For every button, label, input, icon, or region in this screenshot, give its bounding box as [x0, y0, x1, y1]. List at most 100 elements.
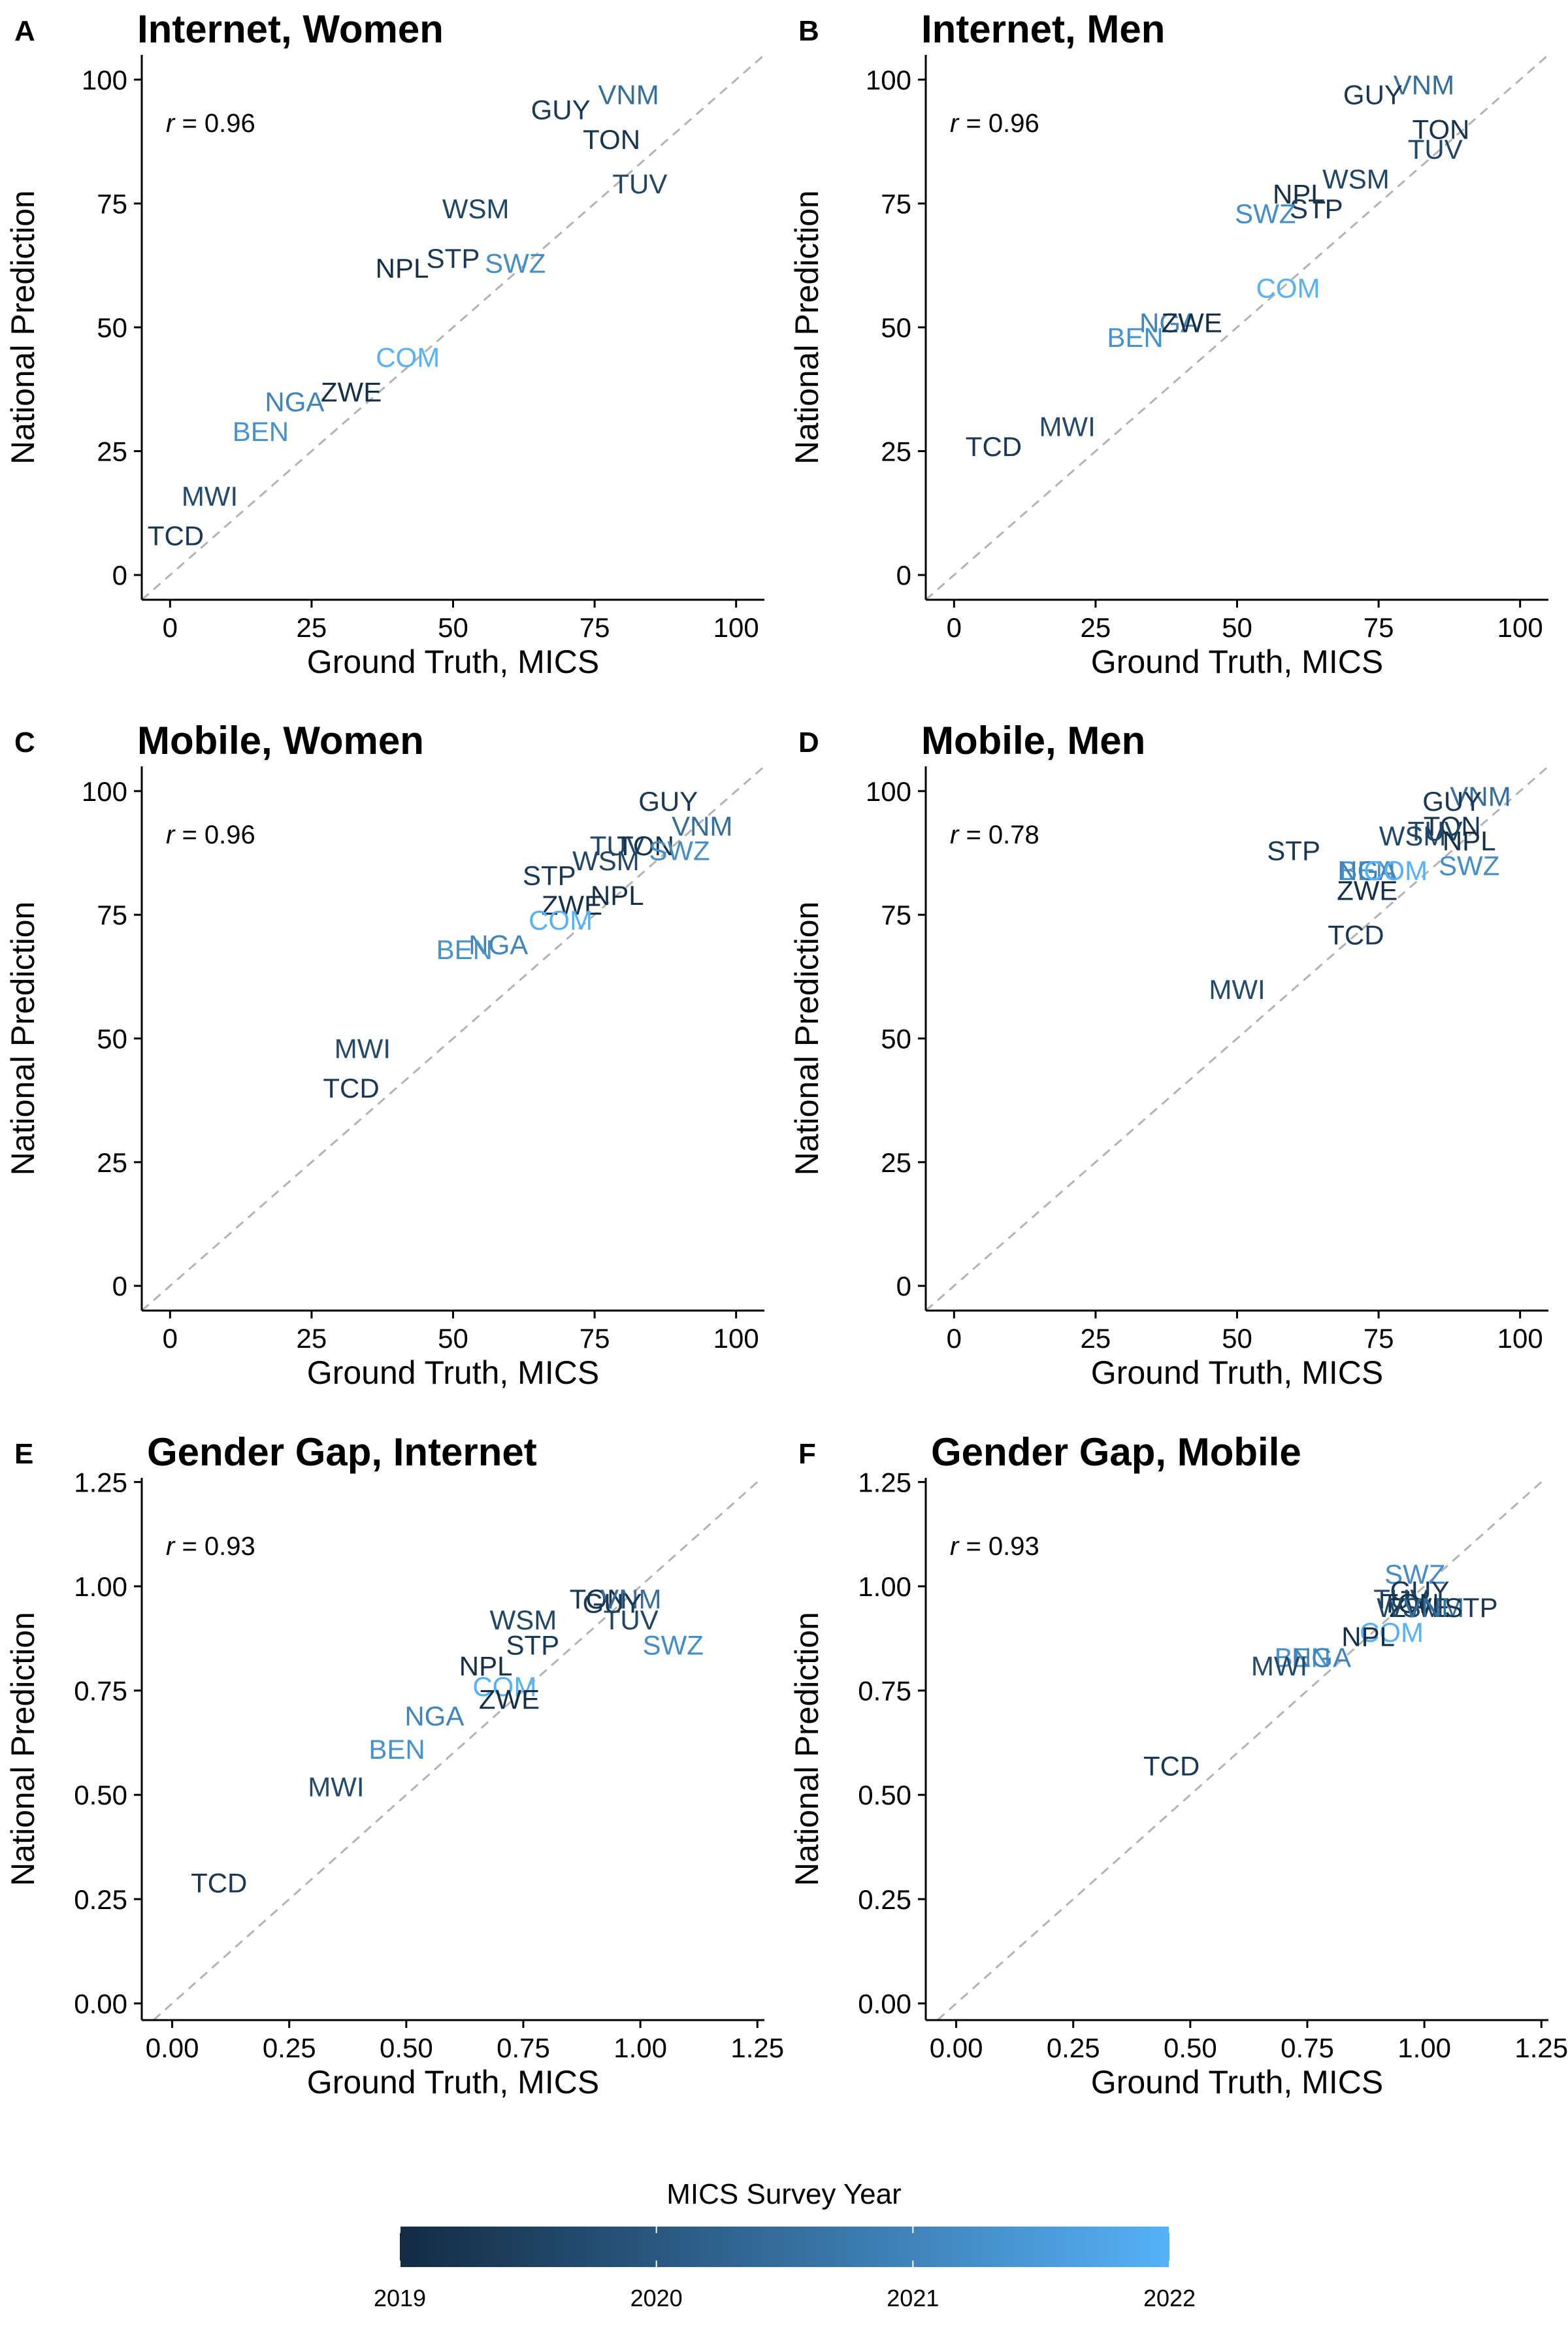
correlation-annotation: r = 0.93 — [166, 1532, 255, 1561]
x-tick-label: 25 — [297, 1323, 327, 1354]
y-axis-label: National Prediction — [5, 1612, 41, 1886]
panel-f: F Gender Gap, Mobile 0.00 0.25 0.50 0.75 1.00 1… — [789, 1430, 1568, 2100]
x-axis-label: Ground Truth, MICS — [307, 1354, 599, 1391]
point-label-vnm: VNM — [672, 811, 732, 841]
point-label-ben: BEN — [1107, 322, 1163, 353]
point-label-zwe: ZWE — [1337, 875, 1397, 906]
point-label-zwe: ZWE — [1389, 1592, 1450, 1623]
panel-letter: F — [798, 1438, 816, 1470]
x-tick-label: 100 — [1497, 1323, 1543, 1354]
point-label-guy: GUY — [638, 786, 698, 817]
point-label-wsm: WSM — [1377, 1592, 1444, 1623]
y-tick-label: 25 — [881, 436, 911, 467]
y-tick-label: 0.25 — [858, 1884, 911, 1915]
point-label-mwi: MWI — [1039, 412, 1095, 442]
identity-line — [936, 1477, 1547, 2021]
point-label-stp: STP — [506, 1629, 559, 1660]
point-label-nga: NGA — [404, 1701, 464, 1731]
x-tick-label: 0.50 — [380, 2033, 433, 2063]
x-tick-label: 1.00 — [613, 2033, 667, 2063]
point-label-swz: SWZ — [1235, 199, 1296, 229]
point-label-mwi: MWI — [1251, 1650, 1307, 1681]
color-legend: MICS Survey Year 2019 2020 2021 2022 — [374, 2178, 1196, 2311]
x-tick-label: 0 — [947, 1323, 962, 1354]
point-label-com: COM — [472, 1671, 536, 1702]
y-tick-label: 100 — [82, 776, 127, 807]
y-tick-label: 0.25 — [74, 1884, 127, 1915]
x-tick-label: 0.00 — [930, 2033, 983, 2063]
chart-title: Mobile, Men — [921, 719, 1145, 762]
legend-tick-label: 2019 — [374, 2285, 426, 2311]
y-tick-label: 0 — [896, 560, 911, 591]
point-label-tcd: TCD — [966, 431, 1022, 462]
point-label-zwe: ZWE — [542, 890, 602, 921]
x-tick-label: 75 — [1364, 1323, 1394, 1354]
point-label-ben: BEN — [368, 1734, 425, 1765]
x-tick-label: 0.25 — [1047, 2033, 1100, 2063]
x-tick-label: 0.00 — [146, 2033, 199, 2063]
point-label-vnm: VNM — [1450, 781, 1511, 811]
point-label-stp: STP — [1267, 836, 1320, 866]
point-label-nga: NGA — [1139, 307, 1199, 338]
point-label-ton: TON — [617, 830, 674, 861]
point-label-tuv: TUV — [612, 169, 667, 199]
point-label-swz: SWZ — [643, 1629, 704, 1660]
point-label-guy: GUY — [1390, 1575, 1449, 1606]
x-tick-label: 25 — [1081, 612, 1111, 643]
point-label-mwi: MWI — [1209, 974, 1265, 1005]
point-label-tuv: TUV — [1373, 1584, 1428, 1614]
point-label-mwi: MWI — [335, 1034, 391, 1064]
point-label-npl: NPL — [1443, 826, 1496, 857]
point-label-tcd: TCD — [191, 1867, 247, 1898]
y-axis-label: National Prediction — [5, 190, 41, 465]
point-label-tcd: TCD — [323, 1073, 379, 1103]
point-label-tcd: TCD — [1143, 1751, 1200, 1782]
y-tick-label: 0.75 — [74, 1676, 127, 1707]
point-label-nga: NGA — [1337, 855, 1397, 886]
point-label-ben: BEN — [436, 934, 493, 965]
x-tick-label: 75 — [580, 1323, 610, 1354]
x-tick-label: 50 — [438, 1323, 468, 1354]
point-label-stp: STP — [523, 860, 576, 891]
x-tick-label: 25 — [297, 612, 327, 643]
x-tick-label: 0 — [163, 1323, 178, 1354]
y-tick-label: 1.25 — [74, 1467, 127, 1497]
y-tick-label: 0.75 — [858, 1676, 911, 1707]
y-axis-label: National Prediction — [789, 190, 825, 465]
point-label-npl: NPL — [1341, 1622, 1395, 1652]
point-label-tuv: TUV — [590, 830, 645, 861]
chart-title: Mobile, Women — [137, 719, 424, 762]
x-tick-label: 0.25 — [263, 2033, 316, 2063]
point-label-ton: TON — [1382, 1588, 1439, 1619]
point-label-zwe: ZWE — [321, 377, 382, 408]
point-label-npl: NPL — [1273, 178, 1326, 209]
point-label-nga: NGA — [1292, 1642, 1351, 1673]
x-axis-label: Ground Truth, MICS — [1091, 644, 1383, 680]
legend-tick-label: 2021 — [887, 2285, 939, 2311]
y-tick-label: 0.50 — [74, 1780, 127, 1810]
point-label-wsm: WSM — [572, 845, 640, 876]
point-label-swz: SWZ — [485, 248, 546, 278]
chart-title: Gender Gap, Mobile — [931, 1430, 1301, 1474]
y-tick-label: 0.00 — [858, 1988, 911, 2019]
point-label-tuv: TUV — [1408, 815, 1463, 846]
point-label-ben: BEN — [1339, 855, 1396, 886]
panel-c: C Mobile, Women 0 25 50 75 100 0 25 50 75 100 Ground… — [5, 719, 765, 1391]
x-tick-label: 1.25 — [730, 2033, 784, 2063]
x-tick-label: 50 — [438, 612, 468, 643]
point-label-wsm: WSM — [442, 193, 510, 224]
chart-title: Gender Gap, Internet — [147, 1430, 537, 1474]
panel-letter: B — [798, 15, 819, 47]
point-label-wsm: WSM — [1322, 164, 1390, 195]
point-label-guy: GUY — [531, 94, 591, 125]
identity-line — [141, 765, 765, 1312]
correlation-annotation: r = 0.96 — [166, 109, 255, 138]
panel-letter: D — [798, 727, 819, 759]
y-tick-label: 0.50 — [858, 1780, 911, 1810]
x-tick-label: 25 — [1081, 1323, 1111, 1354]
y-tick-label: 0 — [112, 560, 127, 591]
x-tick-label: 0.75 — [1281, 2033, 1334, 2063]
point-label-ton: TON — [570, 1584, 627, 1614]
y-tick-label: 100 — [82, 65, 127, 95]
correlation-annotation: r = 0.93 — [950, 1532, 1039, 1561]
